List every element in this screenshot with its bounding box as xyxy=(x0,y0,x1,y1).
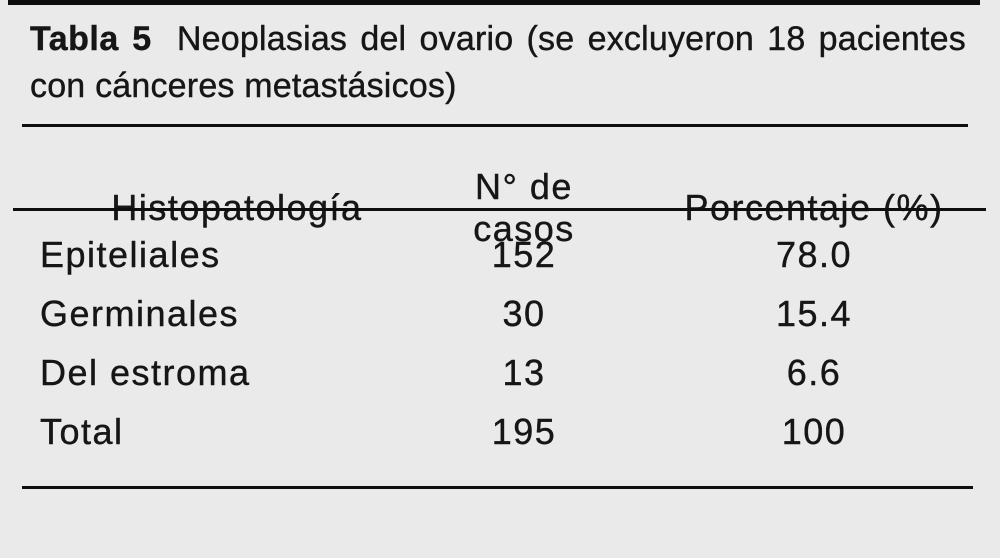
cell-percentage: 6.6 xyxy=(786,351,842,393)
header-rule xyxy=(13,208,986,211)
caption-line1: Tabla 5 Neoplasias del ovario (se excluy… xyxy=(30,16,966,63)
header-histopathology: Histopatología xyxy=(111,187,363,228)
cell-cases: 152 xyxy=(491,233,557,275)
table-header-row: Histopatología N° de casos Porcentaje (%… xyxy=(40,166,1000,249)
cell-percentage: 100 xyxy=(781,410,847,452)
caption-rule xyxy=(22,124,968,127)
cell-histopathology: Germinales xyxy=(40,292,240,334)
caption-text-line1: Neoplasias del ovario (se excluyeron 18 … xyxy=(176,20,966,58)
cell-cases: 195 xyxy=(491,410,557,452)
table-caption: Tabla 5 Neoplasias del ovario (se excluy… xyxy=(30,16,966,110)
cell-percentage: 78.0 xyxy=(775,233,853,275)
table-number-label: Tabla 5 xyxy=(30,20,152,58)
table-row: Epiteliales 152 78.0 xyxy=(40,225,1000,284)
header-percentage: Porcentaje (%) xyxy=(684,187,944,228)
table-row: Del estroma 13 6.6 xyxy=(40,343,1000,402)
cell-histopathology: Total xyxy=(40,410,124,452)
cell-cases: 13 xyxy=(502,351,546,393)
top-rule xyxy=(8,0,980,5)
bottom-rule xyxy=(22,486,973,489)
table-row: Total 195 100 xyxy=(40,402,1000,461)
cell-percentage: 15.4 xyxy=(775,292,853,334)
table-row: Germinales 30 15.4 xyxy=(40,284,1000,343)
cell-cases: 30 xyxy=(502,292,546,334)
caption-text-line2: con cánceres metastásicos) xyxy=(30,67,457,105)
cell-histopathology: Epiteliales xyxy=(40,233,221,275)
header-cases: N° de casos xyxy=(473,166,575,249)
cell-histopathology: Del estroma xyxy=(40,351,251,393)
